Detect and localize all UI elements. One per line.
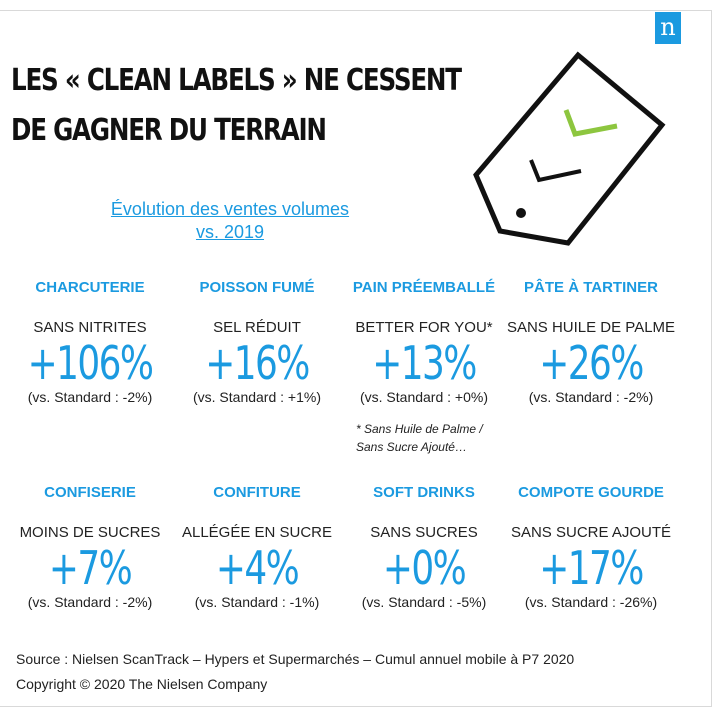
category-label: PÂTE À TARTINER [524,279,658,296]
claim-label: BETTER FOR YOU* [355,319,493,336]
change-value: +7% [48,541,133,595]
standard-comparison: (vs. Standard : +1%) [192,389,321,405]
item-poisson-fume: POISSON FUMÉ SEL RÉDUIT +16% (vs. Standa… [167,279,347,406]
change-value: +4% [215,541,300,595]
nielsen-logo: n [655,12,681,44]
infographic-frame [0,10,712,707]
standard-comparison: (vs. Standard : +0%) [359,389,488,405]
change-value: +13% [372,336,477,390]
title-line-2: DE GAGNER DU TERRAIN [11,113,327,148]
claim-label: SANS SUCRES [370,524,478,541]
category-label: CONFITURE [213,484,301,501]
standard-comparison: (vs. Standard : -26%) [524,594,658,610]
copyright-note: Copyright © 2020 The Nielsen Company [16,676,268,692]
price-tag-check-icon [473,51,666,246]
claim-label: ALLÉGÉE EN SUCRE [181,524,333,541]
source-note: Source : Nielsen ScanTrack – Hypers et S… [16,651,575,667]
claim-label: SANS SUCRE AJOUTÉ [510,524,672,541]
category-label: CONFISERIE [44,484,136,501]
change-value: +106% [27,336,154,390]
item-confiture: CONFITURE ALLÉGÉE EN SUCRE +4% (vs. Stan… [167,484,347,611]
claim-label: SANS NITRITES [33,319,147,336]
item-compote-gourde: COMPOTE GOURDE SANS SUCRE AJOUTÉ +17% (v… [501,484,681,611]
page-title: LES « CLEAN LABELS » NE CESSENT DE GAGNE… [11,56,462,156]
category-label: CHARCUTERIE [35,279,145,296]
change-value: +16% [205,336,310,390]
category-label: POISSON FUMÉ [199,279,315,296]
standard-comparison: (vs. Standard : -2%) [27,389,153,405]
category-label: SOFT DRINKS [373,484,475,501]
category-label: COMPOTE GOURDE [518,484,664,501]
chart-subtitle[interactable]: Évolution des ventes volumes vs. 2019 [110,199,350,242]
claim-label: SANS HUILE DE PALME [506,319,676,336]
footnote: * Sans Huile de Palme / Sans Sucre Ajout… [356,422,483,454]
standard-comparison: (vs. Standard : -5%) [361,594,487,610]
change-value: +0% [382,541,467,595]
item-pain-preemballe: PAIN PRÉEMBALLÉ BETTER FOR YOU* +13% (vs… [334,279,514,406]
standard-comparison: (vs. Standard : -1%) [194,594,320,610]
item-confiserie: CONFISERIE MOINS DE SUCRES +7% (vs. Stan… [0,484,180,611]
claim-label: SEL RÉDUIT [213,319,301,336]
change-value: +17% [539,541,644,595]
item-pate-a-tartiner: PÂTE À TARTINER SANS HUILE DE PALME +26%… [501,279,681,406]
item-charcuterie: CHARCUTERIE SANS NITRITES +106% (vs. Sta… [0,279,180,406]
item-soft-drinks: SOFT DRINKS SANS SUCRES +0% (vs. Standar… [334,484,514,611]
standard-comparison: (vs. Standard : -2%) [528,389,654,405]
category-label: PAIN PRÉEMBALLÉ [352,279,496,296]
standard-comparison: (vs. Standard : -2%) [27,594,153,610]
title-line-1: LES « CLEAN LABELS » NE CESSENT [11,63,462,98]
change-value: +26% [539,336,644,390]
claim-label: MOINS DE SUCRES [19,524,161,541]
